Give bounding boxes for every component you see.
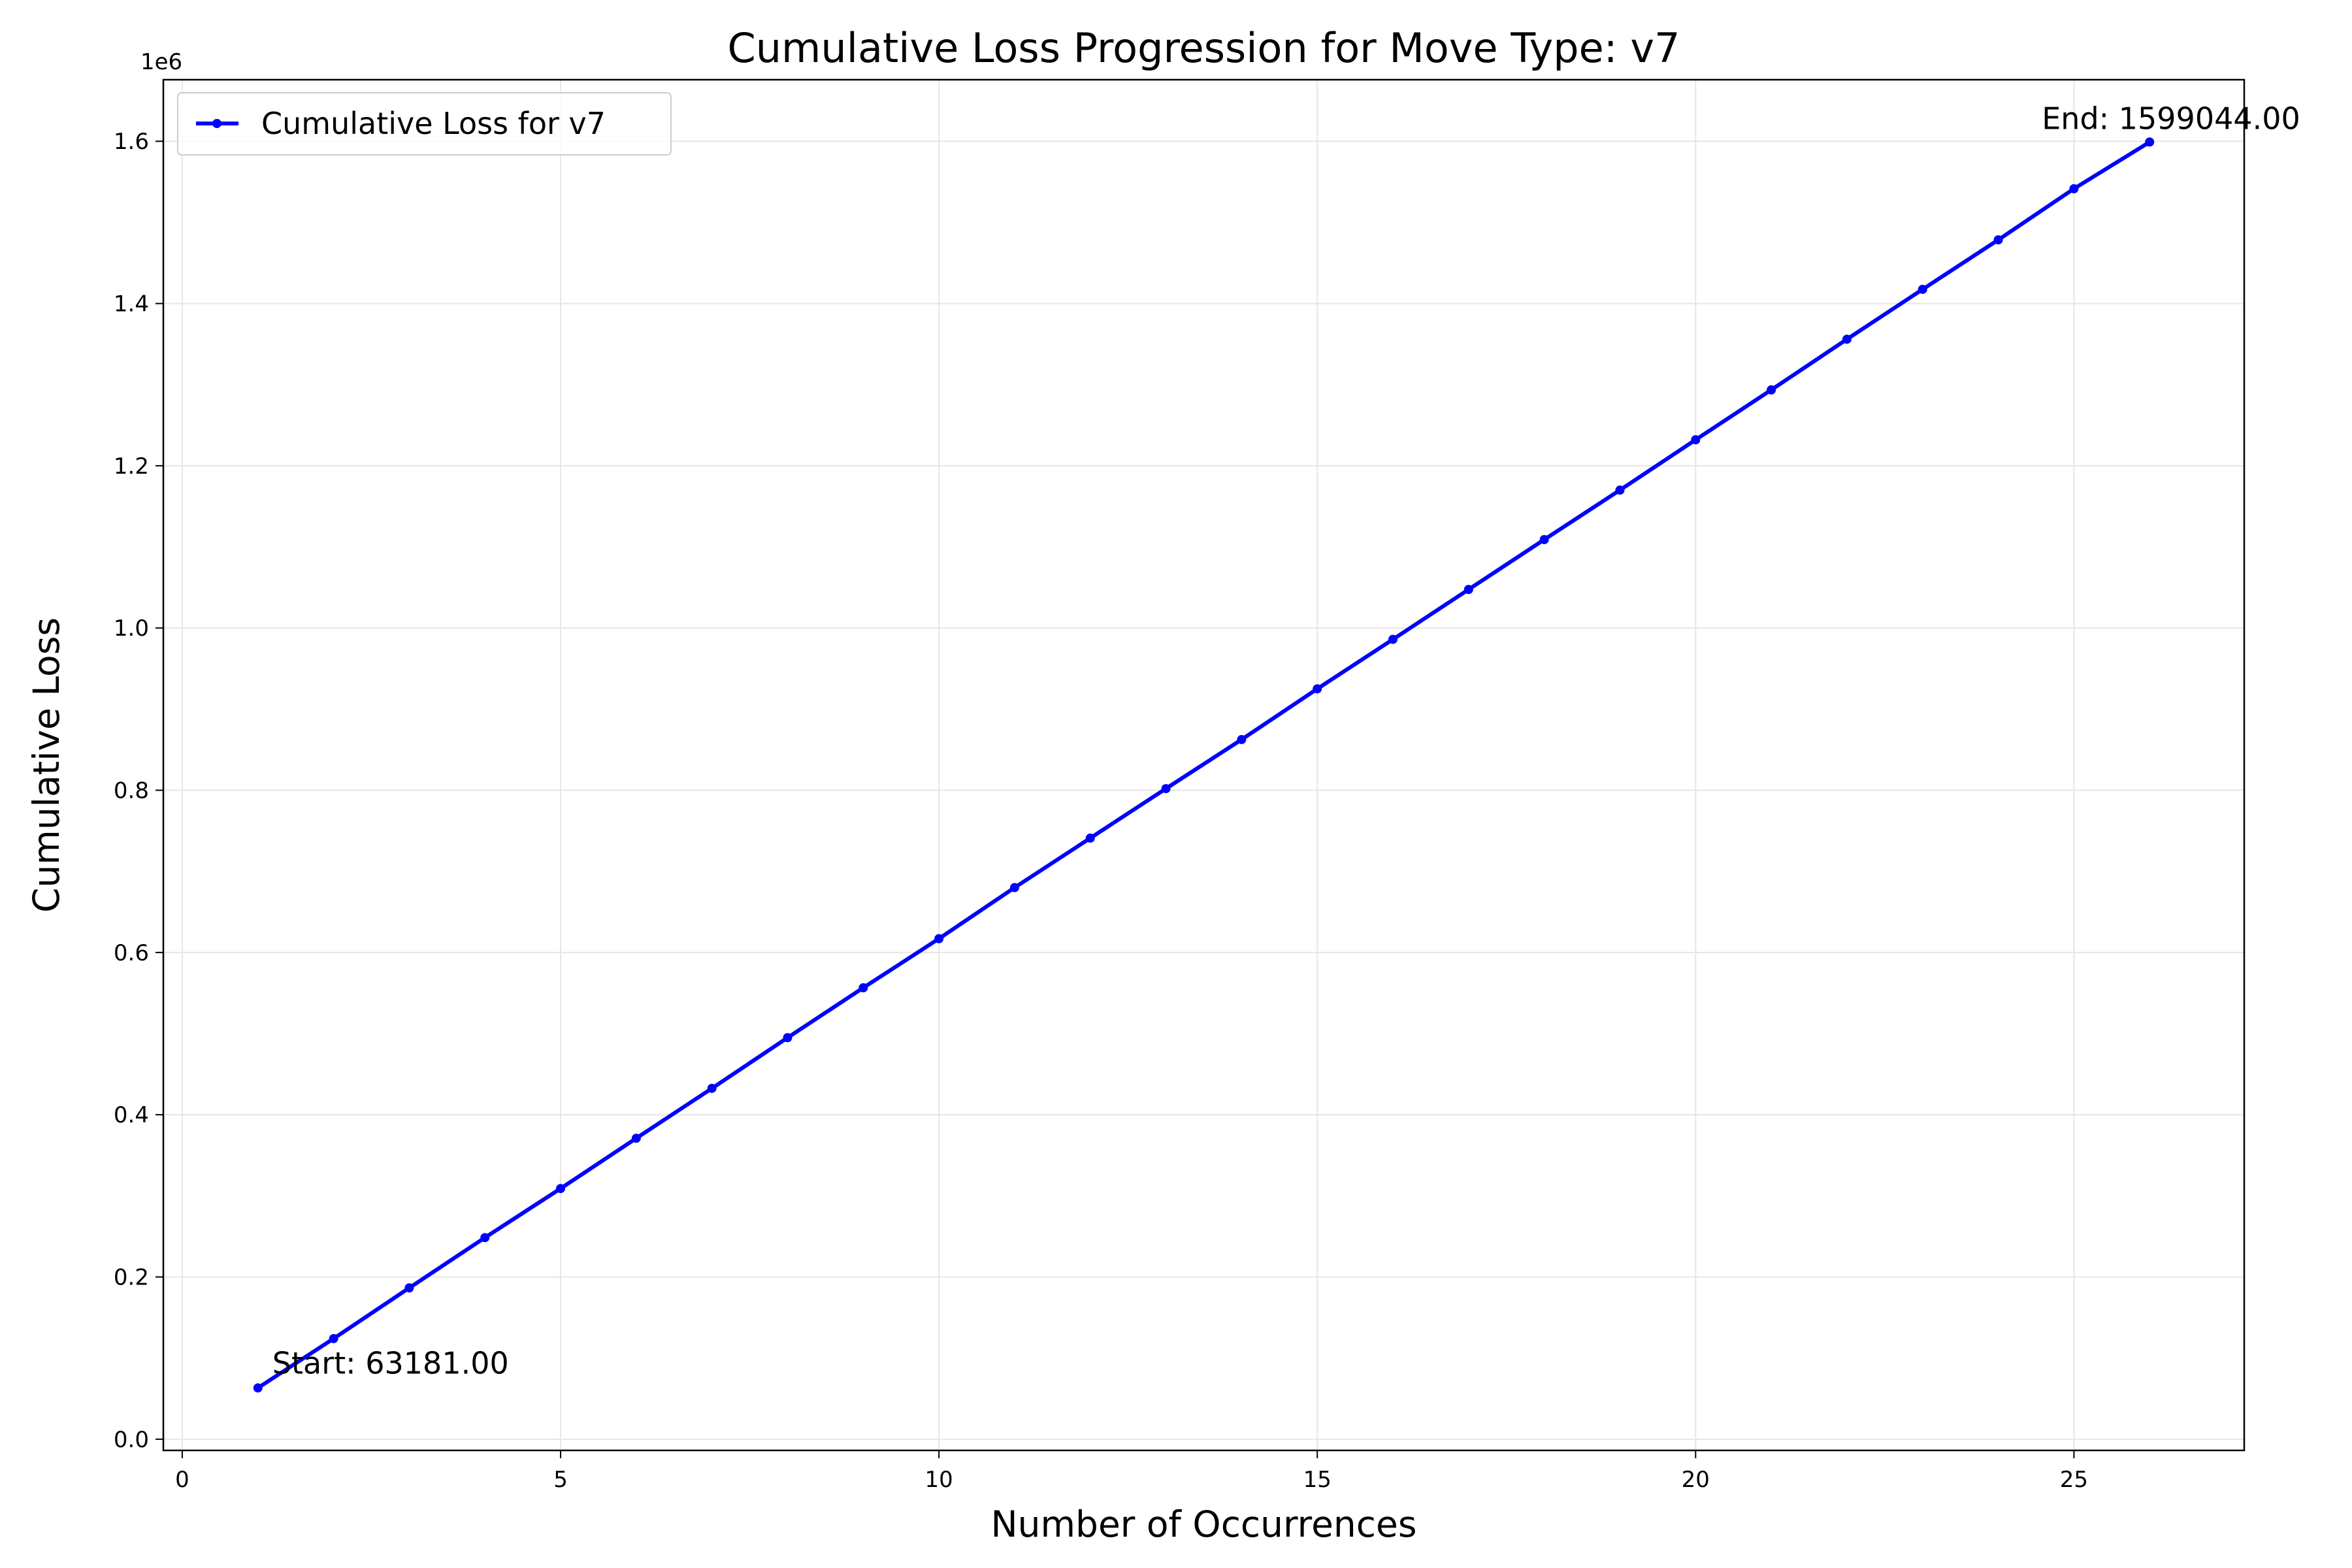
data-point [934,934,943,943]
y-tick-label: 1.4 [114,291,149,318]
data-point [2145,137,2154,146]
data-point [1237,735,1246,744]
data-point [1767,385,1776,395]
data-point [329,1334,338,1343]
data-point [1086,834,1095,843]
y-tick-label: 1.2 [114,453,149,480]
data-point [1616,485,1625,495]
end-annotation: End: 1599044.00 [2042,101,2300,136]
y-offset-label: 1e6 [140,49,182,75]
data-point [1691,435,1700,444]
y-tick-label: 0.8 [114,778,149,804]
data-point [1162,784,1171,793]
data-point [632,1134,641,1143]
data-point [783,1033,792,1042]
data-point [1994,235,2003,244]
x-tick-label: 20 [1682,1467,1710,1493]
legend-label: Cumulative Loss for v7 [261,106,606,141]
x-tick-label: 25 [2060,1467,2088,1493]
data-point [1842,335,1852,344]
y-tick-label: 0.2 [114,1265,149,1291]
y-tick-label: 0.0 [114,1427,149,1453]
y-tick-label: 1.0 [114,615,149,642]
data-point [1918,285,1927,294]
data-point [1010,883,1019,892]
y-tick-label: 0.4 [114,1102,149,1128]
x-tick-label: 5 [553,1467,568,1493]
x-tick-label: 0 [175,1467,189,1493]
x-axis-title: Number of Occurrences [990,1503,1416,1545]
chart-title: Cumulative Loss Progression for Move Typ… [727,24,1680,72]
data-point [2069,184,2078,193]
x-tick-label: 15 [1303,1467,1331,1493]
data-point [556,1184,565,1193]
y-tick-label: 0.6 [114,940,149,966]
legend: Cumulative Loss for v7 [178,93,671,155]
data-point [708,1084,717,1093]
data-point [1540,535,1549,544]
data-point [858,983,868,992]
data-point [480,1233,489,1242]
data-point [253,1383,263,1392]
start-annotation: Start: 63181.00 [272,1345,509,1380]
legend-marker-swatch [212,119,221,128]
y-axis-title: Cumulative Loss [25,617,67,913]
data-point [1464,585,1473,594]
y-tick-label: 1.6 [114,129,149,155]
x-tick-label: 10 [925,1467,953,1493]
data-point [1388,635,1397,644]
data-point [1313,684,1322,693]
data-point [404,1283,414,1292]
